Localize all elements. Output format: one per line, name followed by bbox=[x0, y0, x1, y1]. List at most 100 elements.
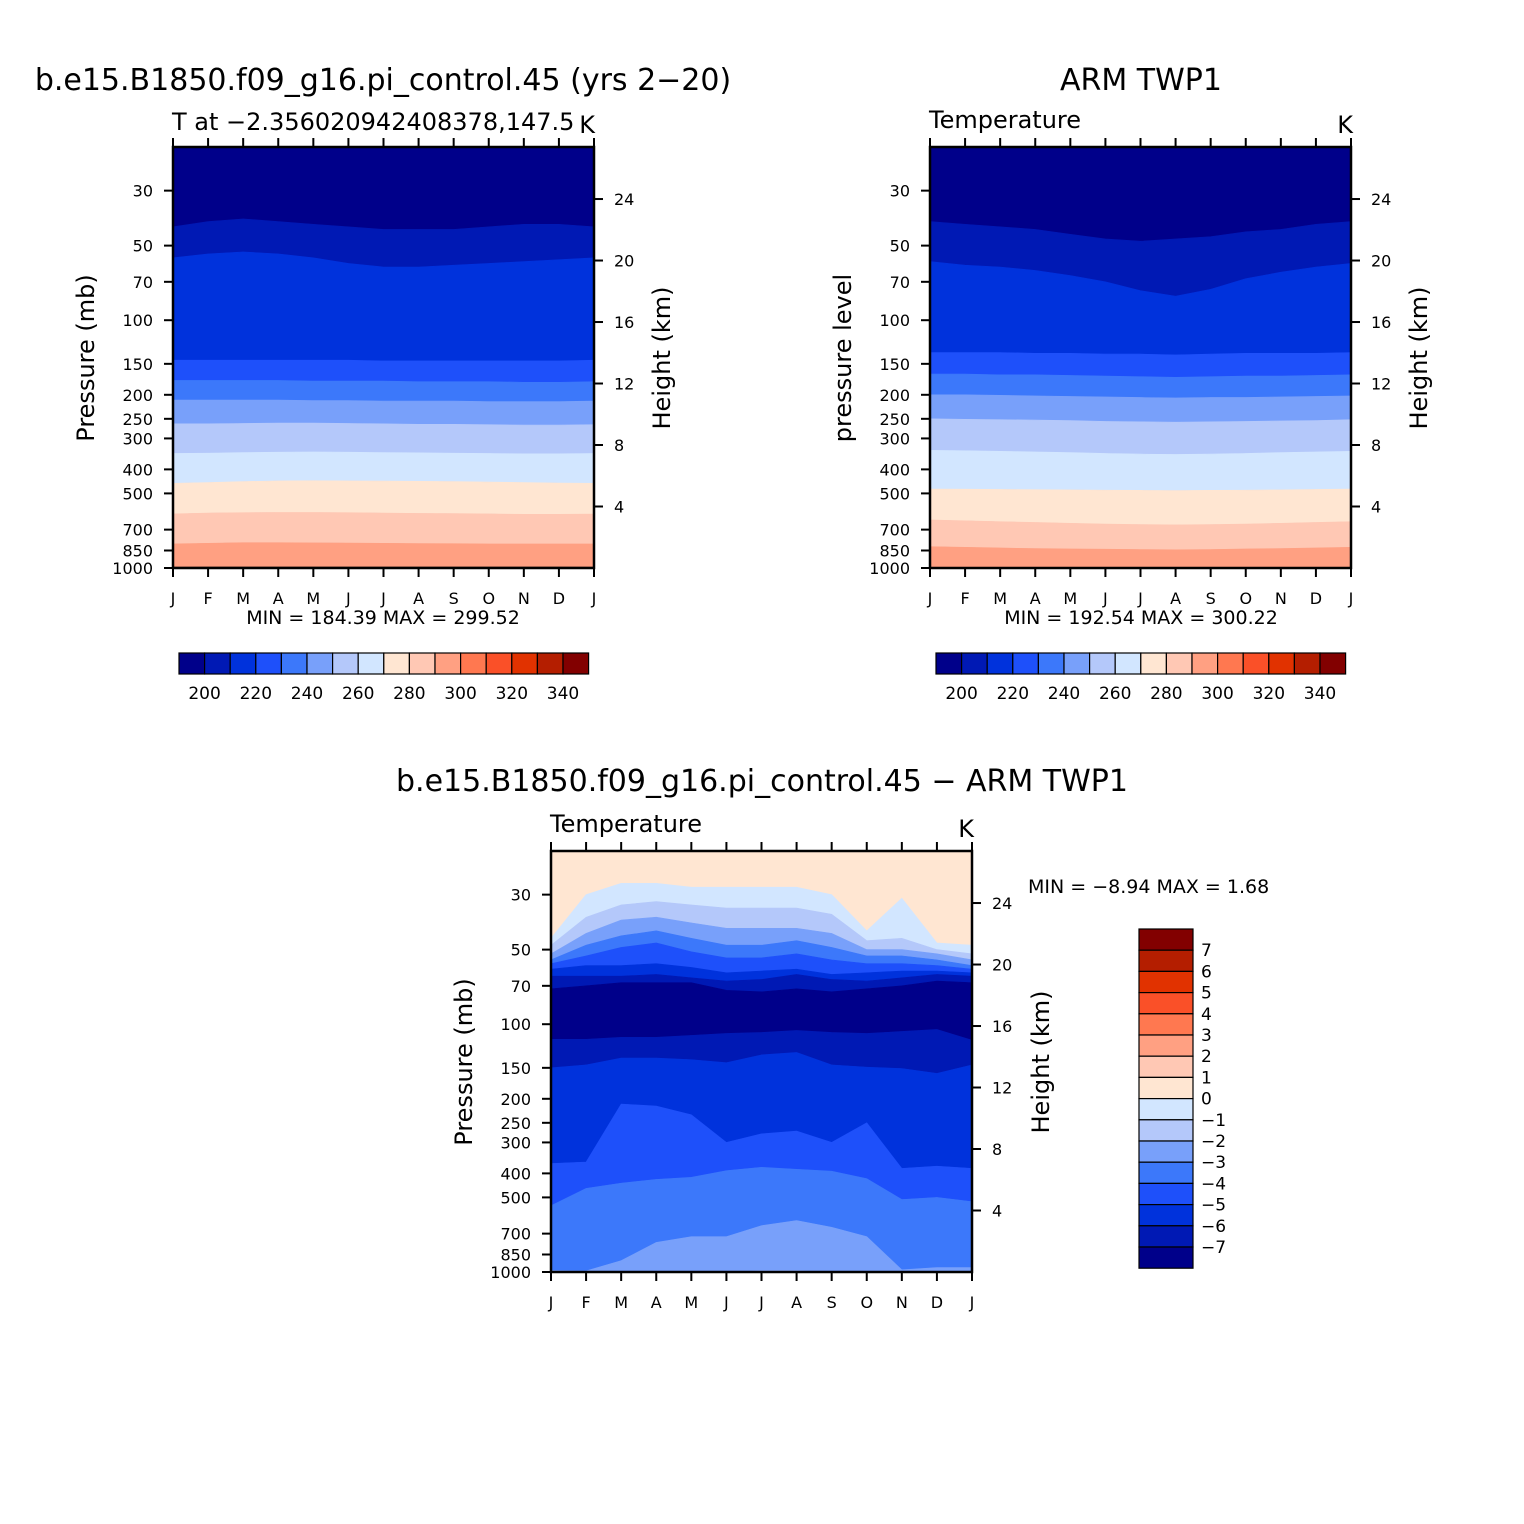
x-tick-label: N bbox=[896, 1293, 908, 1312]
x-tick-label: A bbox=[273, 589, 284, 608]
colorbar-box bbox=[306, 652, 334, 675]
colorbar-label: 200 bbox=[188, 684, 220, 704]
colorbar-label: 320 bbox=[1253, 684, 1285, 704]
contour-band bbox=[930, 394, 1351, 423]
x-tick-label: J bbox=[723, 1293, 729, 1312]
colorbar-box bbox=[1012, 652, 1039, 675]
contour-band bbox=[930, 373, 1351, 399]
y-tick-label: 50 bbox=[511, 941, 531, 960]
y-tick-label: 150 bbox=[500, 1059, 531, 1078]
colorbar-box bbox=[408, 652, 436, 675]
y2-tick-label: 8 bbox=[1371, 436, 1381, 455]
contour-band bbox=[173, 480, 594, 515]
x-tick-label: M bbox=[1063, 589, 1077, 608]
y-tick-label: 400 bbox=[879, 460, 910, 479]
colorbar-box bbox=[357, 652, 385, 675]
colorbar-box bbox=[1138, 970, 1194, 994]
colorbar-box bbox=[1138, 1119, 1194, 1142]
y2-tick-label: 24 bbox=[614, 190, 634, 209]
contour-band bbox=[173, 422, 594, 455]
colorbar-box bbox=[1138, 1076, 1194, 1100]
panel-model-minmax: MIN = 184.39 MAX = 299.52 bbox=[246, 607, 520, 629]
colorbar-box bbox=[536, 652, 564, 675]
y-tick-label: 250 bbox=[879, 410, 910, 429]
colorbar-label: 300 bbox=[1201, 684, 1233, 704]
colorbar-box bbox=[1138, 949, 1194, 973]
x-tick-label: F bbox=[203, 589, 212, 608]
contour-band bbox=[173, 451, 594, 484]
y2-tick-label: 4 bbox=[992, 1202, 1002, 1221]
x-tick-label: D bbox=[1310, 589, 1322, 608]
contour-fills bbox=[551, 851, 972, 1272]
y-tick-label: 300 bbox=[122, 429, 153, 448]
colorbar-box bbox=[1165, 652, 1193, 675]
y2-tick-label: 8 bbox=[992, 1140, 1002, 1159]
colorbar-box bbox=[332, 652, 359, 675]
colorbar-box bbox=[255, 652, 283, 675]
colorbar-box bbox=[280, 652, 308, 675]
y-tick-label: 300 bbox=[879, 429, 910, 448]
y2-tick-label: 16 bbox=[1371, 313, 1391, 332]
panel-diff: b.e15.B1850.f09_g16.pi_control.45 − ARM … bbox=[396, 764, 1269, 1312]
y-tick-label: 70 bbox=[511, 977, 531, 996]
colorbar-label: 1 bbox=[1201, 1068, 1212, 1088]
colorbar-label: 7 bbox=[1201, 941, 1212, 961]
colorbar-box bbox=[1319, 652, 1347, 675]
colorbar-box bbox=[1114, 652, 1142, 675]
y-tick-label: 150 bbox=[122, 355, 153, 374]
colorbar-box bbox=[1138, 1182, 1194, 1206]
colorbar-box bbox=[1268, 652, 1296, 675]
colorbar-box bbox=[1242, 652, 1270, 675]
colorbar-label: 3 bbox=[1201, 1026, 1212, 1046]
contour-band bbox=[930, 519, 1351, 551]
colorbar-label: 340 bbox=[1304, 684, 1336, 704]
y2-tick-label: 20 bbox=[1371, 252, 1391, 271]
y-tick-label: 150 bbox=[879, 355, 910, 374]
colorbar-box bbox=[1140, 652, 1168, 675]
y-tick-label: 50 bbox=[133, 237, 153, 256]
colorbar-box bbox=[1138, 1034, 1194, 1057]
colorbar-label: −7 bbox=[1201, 1238, 1226, 1258]
colorbar-label: 220 bbox=[240, 684, 272, 704]
y-tick-label: 1000 bbox=[490, 1263, 531, 1282]
colorbar-label: 340 bbox=[547, 684, 579, 704]
contour-band bbox=[930, 418, 1351, 455]
x-tick-label: M bbox=[306, 589, 320, 608]
contour-fills bbox=[173, 147, 594, 568]
y-tick-label: 1000 bbox=[869, 559, 910, 578]
colorbar-label: 260 bbox=[342, 684, 374, 704]
y2-tick-label: 12 bbox=[992, 1079, 1012, 1098]
x-tick-label: S bbox=[827, 1293, 837, 1312]
colorbar-label: 320 bbox=[496, 684, 528, 704]
colorbar-box bbox=[485, 652, 513, 675]
x-tick-label: J bbox=[548, 1293, 554, 1312]
colorbar-box bbox=[1138, 928, 1194, 951]
x-tick-label: A bbox=[651, 1293, 662, 1312]
colorbar-label: −5 bbox=[1201, 1196, 1226, 1216]
contour-band bbox=[930, 352, 1351, 378]
y-tick-label: 500 bbox=[879, 484, 910, 503]
panel-diff-title: b.e15.B1850.f09_g16.pi_control.45 − ARM … bbox=[396, 764, 1128, 799]
y-tick-label: 30 bbox=[511, 886, 531, 905]
x-tick-label: N bbox=[518, 589, 530, 608]
colorbar-label: 280 bbox=[1150, 684, 1182, 704]
x-tick-label: J bbox=[170, 589, 176, 608]
y2-tick-label: 12 bbox=[614, 375, 634, 394]
colorbar-label: −4 bbox=[1201, 1174, 1226, 1194]
contour-band bbox=[173, 542, 594, 568]
y-tick-label: 200 bbox=[122, 386, 153, 405]
colorbar-label: 5 bbox=[1201, 984, 1212, 1004]
panel-diff-y2label: Height (km) bbox=[1027, 991, 1055, 1134]
colorbar-box bbox=[1138, 1013, 1194, 1036]
y-tick-label: 700 bbox=[500, 1225, 531, 1244]
contour-band bbox=[930, 450, 1351, 491]
y-tick-label: 250 bbox=[122, 410, 153, 429]
y2-tick-label: 24 bbox=[992, 894, 1012, 913]
y-tick-label: 500 bbox=[500, 1188, 531, 1207]
x-tick-label: J bbox=[969, 1293, 975, 1312]
y-tick-label: 70 bbox=[890, 273, 910, 292]
y-tick-label: 1000 bbox=[112, 559, 153, 578]
colorbar-label: −3 bbox=[1201, 1153, 1226, 1173]
panel-obs-units: K bbox=[1337, 111, 1354, 139]
